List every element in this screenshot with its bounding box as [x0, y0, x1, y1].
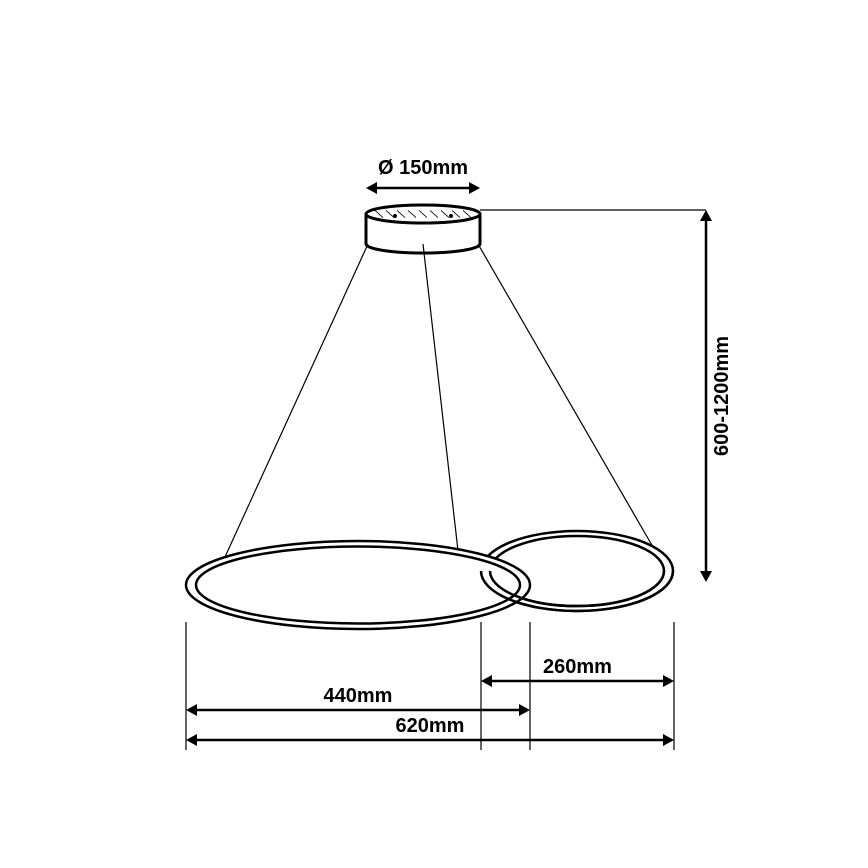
large-ring-width-label: 440mm: [324, 685, 393, 707]
pendant-lamp-technical-drawing: Ø 150mm 600-1200mm 260mm 440mm620mm: [0, 0, 868, 868]
total-width-label: 620mm: [396, 715, 465, 737]
small-ring-width-label: 260mm: [543, 656, 612, 678]
canopy-diameter-label: Ø 150mm: [378, 157, 468, 179]
height-range-label: 600-1200mm: [711, 336, 733, 456]
